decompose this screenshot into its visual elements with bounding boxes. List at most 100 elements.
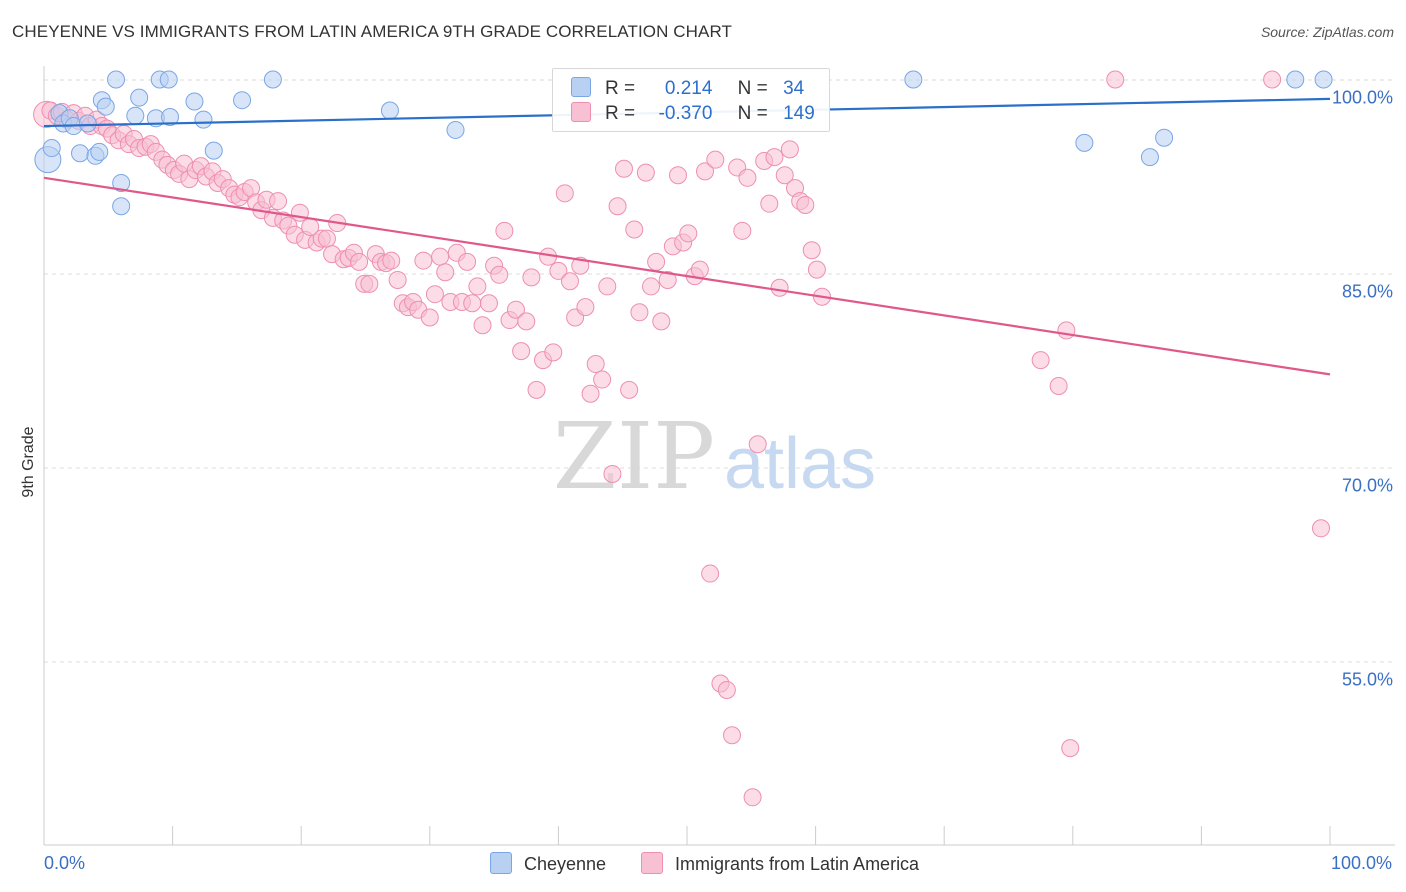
data-point [107,70,126,89]
data-point [555,184,574,203]
data-point [544,343,563,362]
watermark-zip: ZIP [553,403,715,510]
bottom-legend-latin-america: Immigrants from Latin America [641,852,919,875]
data-point [647,252,666,271]
data-point [706,150,725,169]
data-point [380,101,399,120]
data-point [495,221,514,240]
data-point [1311,519,1330,538]
legend-r-value-cheyenne: 0.214 [664,78,713,99]
x-axis-max-label: 100.0% [1331,853,1392,873]
data-point [204,141,223,160]
data-point [159,70,178,89]
legend-row-cheyenne: R = 0.214 N = 34 [571,77,804,101]
data-point [130,88,149,107]
data-point [458,252,477,271]
data-point [463,294,482,313]
data-point [269,192,288,211]
data-point [425,285,444,304]
data-point [1155,128,1174,147]
data-point [1061,739,1080,758]
data-point [436,263,455,282]
data-point [586,355,605,374]
data-point [1263,70,1282,89]
data-point [581,384,600,403]
y-tick-label: 55.0% [1342,670,1393,690]
data-point [679,224,698,243]
bottom-legend-swatch-cheyenne [490,852,512,874]
data-point [723,726,742,745]
data-point [317,229,336,248]
legend-r-label: R = [605,103,636,124]
data-point [1286,70,1305,89]
data-point [614,159,633,178]
axes [43,66,1395,846]
bottom-legend-label-cheyenne: Cheyenne [524,854,607,874]
legend-r-label: R = [605,78,636,99]
data-point [1140,148,1159,167]
data-point [701,564,720,583]
data-point [522,268,541,287]
data-point [1031,351,1050,370]
data-point [1057,321,1076,340]
data-point [112,197,131,216]
data-point [388,270,407,289]
data-point [263,70,282,89]
data-point [490,265,509,284]
y-axis-label: 9th Grade [20,426,37,497]
data-point [360,274,379,293]
data-point [608,197,627,216]
data-point [78,114,97,133]
watermark: ZIP atlas [553,403,876,510]
data-point [90,142,109,161]
legend-n-label: N = [737,78,768,99]
data-point [625,220,644,239]
y-tick-label: 70.0% [1342,476,1393,496]
data-point [796,195,815,214]
data-point [668,166,687,185]
data-point [652,312,671,331]
data-point [185,92,204,111]
data-point [233,91,252,110]
series-cheyenne-points [34,70,1333,216]
data-point [112,173,131,192]
data-point [1314,70,1333,89]
trend-line-latin-america [43,176,1331,376]
data-point [620,380,639,399]
data-point [549,261,568,280]
data-point [414,251,433,270]
data-point [598,277,617,296]
data-point [760,194,779,213]
data-point [904,70,923,89]
data-point [517,312,536,331]
bottom-legend-cheyenne: Cheyenne [490,852,606,875]
data-point [603,464,622,483]
data-point [658,270,677,289]
data-point [560,272,579,291]
y-tick-labels: 55.0% 70.0% 85.0% 100.0% [1332,88,1393,690]
data-point [161,108,180,127]
data-point [382,251,401,270]
data-point [593,370,612,389]
data-point [743,788,762,807]
legend-row-latin-america: R = -0.370 N = 149 [571,102,815,126]
legend-swatch-cheyenne [571,77,591,97]
watermark-atlas: atlas [724,424,876,504]
y-tick-label: 85.0% [1342,282,1393,302]
data-point [527,380,546,399]
data-point [636,163,655,182]
data-point [807,260,826,279]
data-point [690,260,709,279]
source-note: Source: ZipAtlas.com [1260,24,1394,40]
data-point [42,139,61,158]
bottom-legend-swatch-latin-america [641,852,663,874]
legend-swatch-latin-america [571,102,591,122]
data-point [780,140,799,159]
data-point [738,168,757,187]
data-point [446,120,465,139]
data-point [126,106,145,125]
data-point [630,303,649,322]
data-point [350,252,369,271]
data-point [696,162,715,181]
data-point [1106,70,1125,89]
